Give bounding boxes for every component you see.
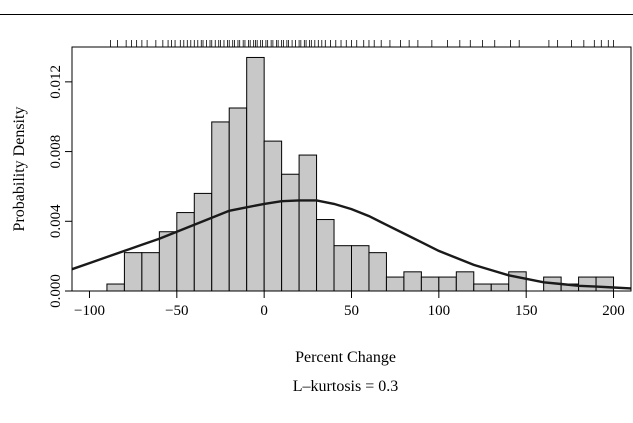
histogram-bar <box>193 192 213 292</box>
y-axis: 0.000 0.004 0.008 0.012 <box>48 65 72 308</box>
x-tick-label: 0 <box>260 303 268 319</box>
histogram-bar <box>246 56 265 292</box>
header-rule <box>0 14 633 15</box>
rug-marks <box>110 40 614 47</box>
x-axis-label: Percent Change <box>295 349 396 366</box>
y-tick-label: 0.008 <box>48 135 64 169</box>
histogram-bar <box>141 252 160 292</box>
y-axis-label: Probability Density <box>11 107 28 232</box>
x-tick-label: 200 <box>602 303 625 319</box>
histogram-bars <box>106 56 615 292</box>
x-tick-label: 150 <box>515 303 538 319</box>
histogram-bar <box>106 283 125 292</box>
chart-subtitle: L–kurtosis = 0.3 <box>293 378 398 395</box>
x-tick-label: 50 <box>344 303 359 319</box>
histogram-bar <box>123 252 143 292</box>
histogram-bar <box>333 245 352 292</box>
histogram-bar <box>316 219 335 292</box>
histogram-bar <box>281 173 300 292</box>
histogram-bar <box>385 276 405 292</box>
histogram-bar <box>490 283 510 292</box>
histogram-bar <box>158 231 178 292</box>
histogram-bar <box>211 121 230 292</box>
histogram-bar <box>351 245 370 292</box>
x-tick-label: 100 <box>428 303 451 319</box>
histogram-bar <box>438 276 457 292</box>
histogram-bar <box>455 271 475 292</box>
histogram-bar <box>403 271 422 292</box>
histogram-bar <box>473 283 492 292</box>
x-tick-label: −100 <box>74 303 105 319</box>
histogram-bar <box>228 107 248 292</box>
histogram-bar <box>368 252 387 292</box>
y-tick-label: 0.000 <box>48 274 64 308</box>
histogram-bar <box>578 276 597 292</box>
histogram-bar <box>176 212 195 292</box>
density-curve <box>72 199 631 290</box>
x-axis: −100 −50 0 50 100 150 200 <box>74 291 625 319</box>
y-tick-label: 0.012 <box>48 65 64 99</box>
histogram-bar <box>263 140 283 292</box>
histogram-bar <box>420 276 440 292</box>
x-tick-label: −50 <box>165 303 188 319</box>
density-curve-layer <box>72 199 631 290</box>
histogram-bar <box>595 276 615 292</box>
y-tick-label: 0.004 <box>48 204 64 238</box>
histogram-bar <box>298 154 318 292</box>
